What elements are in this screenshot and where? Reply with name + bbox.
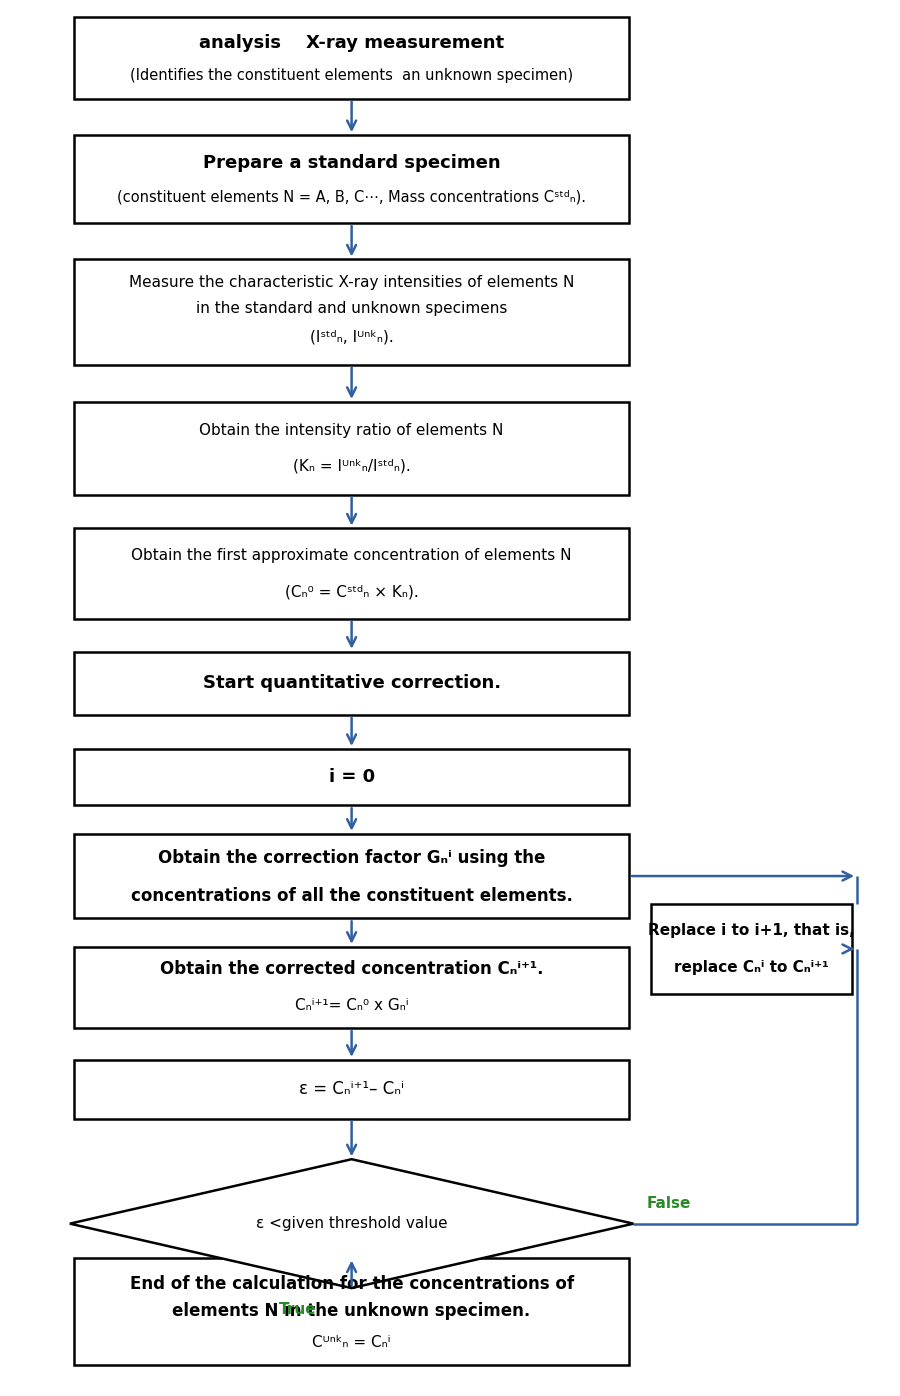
Text: Obtain the correction factor Gₙⁱ using the: Obtain the correction factor Gₙⁱ using t… [158,849,545,867]
Text: ε <given threshold value: ε <given threshold value [256,1216,447,1231]
Text: (constituent elements N = A, B, C⋯, Mass concentrations Cˢᵗᵈₙ).: (constituent elements N = A, B, C⋯, Mass… [117,190,586,205]
FancyBboxPatch shape [75,529,629,618]
Text: in the standard and unknown specimens: in the standard and unknown specimens [196,302,508,315]
Text: Obtain the first approximate concentration of elements N: Obtain the first approximate concentrati… [131,549,572,563]
Text: Cᵁⁿᵏₙ = Cₙⁱ: Cᵁⁿᵏₙ = Cₙⁱ [312,1336,391,1350]
FancyBboxPatch shape [75,833,629,919]
FancyBboxPatch shape [75,652,629,715]
FancyBboxPatch shape [75,1258,629,1365]
Text: True: True [279,1301,317,1316]
Text: Obtain the intensity ratio of elements N: Obtain the intensity ratio of elements N [200,423,504,437]
Text: (Iˢᵗᵈₙ, Iᵁⁿᵏₙ).: (Iˢᵗᵈₙ, Iᵁⁿᵏₙ). [310,329,393,345]
Text: ε = Cₙⁱ⁺¹– Cₙⁱ: ε = Cₙⁱ⁺¹– Cₙⁱ [299,1081,404,1099]
FancyBboxPatch shape [652,903,852,994]
Text: analysis    X-ray measurement: analysis X-ray measurement [199,35,504,53]
Text: (Cₙ⁰ = Cˢᵗᵈₙ × Kₙ).: (Cₙ⁰ = Cˢᵗᵈₙ × Kₙ). [284,585,418,599]
Text: i = 0: i = 0 [328,768,374,786]
Text: Obtain the corrected concentration Cₙⁱ⁺¹.: Obtain the corrected concentration Cₙⁱ⁺¹… [160,960,544,979]
Text: Start quantitative correction.: Start quantitative correction. [202,674,500,692]
Text: (Identifies the constituent elements  an unknown specimen): (Identifies the constituent elements an … [130,67,573,82]
FancyBboxPatch shape [75,748,629,805]
FancyBboxPatch shape [75,260,629,364]
Text: Measure the characteristic X-ray intensities of elements N: Measure the characteristic X-ray intensi… [129,275,574,290]
Text: End of the calculation for the concentrations of: End of the calculation for the concentra… [130,1275,573,1293]
Text: elements N in the unknown specimen.: elements N in the unknown specimen. [173,1302,531,1321]
FancyBboxPatch shape [75,1060,629,1118]
FancyBboxPatch shape [75,946,629,1027]
Text: False: False [647,1196,691,1210]
FancyBboxPatch shape [75,402,629,494]
FancyBboxPatch shape [75,135,629,223]
FancyBboxPatch shape [75,18,629,99]
Text: (Kₙ = Iᵁⁿᵏₙ/Iˢᵗᵈₙ).: (Kₙ = Iᵁⁿᵏₙ/Iˢᵗᵈₙ). [292,459,410,473]
Text: Cₙⁱ⁺¹= Cₙ⁰ x Gₙⁱ: Cₙⁱ⁺¹= Cₙ⁰ x Gₙⁱ [295,998,409,1013]
Text: Replace i to i+1, that is,: Replace i to i+1, that is, [649,923,855,938]
Text: replace Cₙⁱ to Cₙⁱ⁺¹: replace Cₙⁱ to Cₙⁱ⁺¹ [674,959,829,974]
Text: Prepare a standard specimen: Prepare a standard specimen [202,155,500,172]
Polygon shape [70,1159,634,1289]
Text: concentrations of all the constituent elements.: concentrations of all the constituent el… [130,888,572,906]
